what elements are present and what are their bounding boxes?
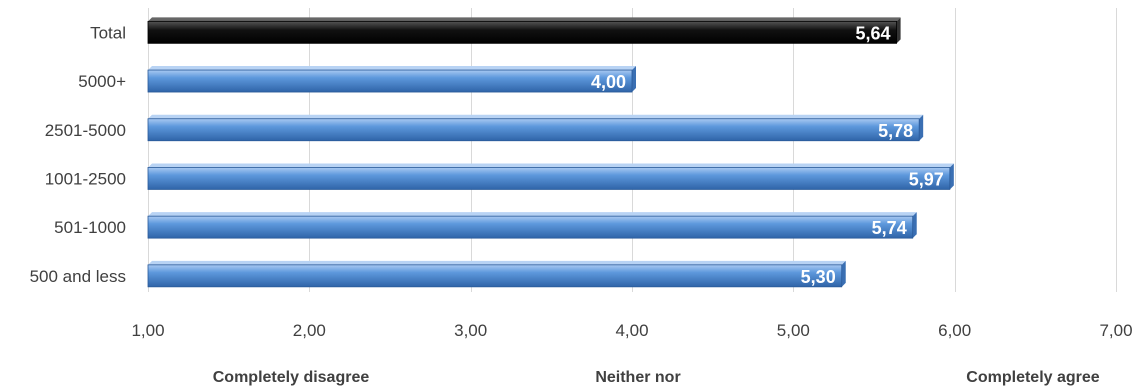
scale-anchor-labels: Completely disagree Neither nor Complete…: [213, 369, 1100, 386]
bar-1001-2500: [147, 163, 954, 190]
bar-500-and-less: [147, 260, 846, 288]
category-label: 1001-2500: [45, 169, 126, 188]
bar-total: [147, 17, 901, 44]
x-axis-tick-labels: 1,00 2,00 3,00 4,00 5,00 6,00 7,00: [131, 321, 1132, 340]
x-tick-label: 3,00: [454, 321, 487, 340]
bar-5000: [147, 66, 636, 93]
data-label: 5,74: [872, 218, 907, 238]
x-tick-label: 2,00: [293, 321, 326, 340]
bar-side-face: [912, 212, 917, 239]
bar-2501-5000: [147, 114, 924, 142]
bar-front-face: [147, 264, 843, 288]
x-tick-label: 1,00: [131, 321, 164, 340]
bar-front-face: [147, 20, 897, 44]
anchor-label-middle: Neither nor: [595, 369, 680, 386]
category-label: 5000+: [78, 72, 126, 91]
anchor-label-left: Completely disagree: [213, 369, 370, 386]
bar-front-face: [147, 215, 914, 239]
x-tick-label: 5,00: [777, 321, 810, 340]
x-tick-label: 6,00: [938, 321, 971, 340]
bar-top-face: [148, 260, 846, 265]
category-labels: Total 5000+ 2501-5000 1001-2500 501-1000 500 …: [30, 23, 126, 286]
bar-top-face: [148, 212, 917, 217]
bar-side-face: [919, 114, 924, 141]
data-label: 5,30: [801, 267, 836, 287]
bar-top-face: [148, 66, 636, 71]
anchor-label-right: Completely agree: [966, 369, 1099, 386]
data-label: 5,64: [856, 23, 891, 43]
category-label: Total: [90, 23, 126, 42]
gridlines: [148, 8, 1117, 292]
bar-top-face: [148, 114, 924, 119]
bar-side-face: [949, 163, 954, 190]
bars: 5,64 4,00 5,78 5,97 5,74 5,30: [147, 17, 954, 288]
category-label: 500 and less: [30, 267, 126, 286]
category-label: 501-1000: [54, 218, 126, 237]
data-label: 5,97: [909, 169, 944, 189]
bar-front-face: [147, 69, 633, 93]
bar-side-face: [896, 17, 901, 44]
x-tick-label: 7,00: [1099, 321, 1132, 340]
bar-501-1000: [147, 212, 917, 239]
bar-side-face: [841, 260, 846, 287]
category-label: 2501-5000: [45, 121, 126, 140]
x-tick-label: 4,00: [615, 321, 648, 340]
data-label: 4,00: [591, 72, 626, 92]
bar-front-face: [147, 167, 951, 190]
bar-top-face: [148, 17, 901, 22]
bar-front-face: [147, 118, 920, 142]
data-label: 5,78: [878, 121, 913, 141]
bar-side-face: [632, 66, 636, 93]
bar-top-face: [148, 163, 954, 168]
